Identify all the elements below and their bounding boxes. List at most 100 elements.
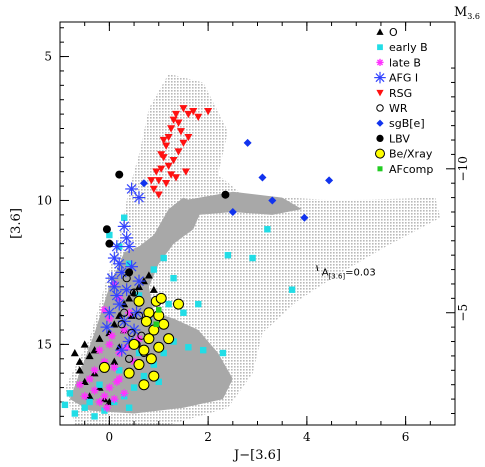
right-tick-label: −5 bbox=[456, 304, 470, 322]
point-lbv bbox=[115, 170, 124, 179]
point-o bbox=[70, 349, 79, 357]
point-early-b bbox=[125, 404, 133, 411]
point-rsg bbox=[167, 171, 176, 179]
cloud-core bbox=[69, 197, 233, 414]
point-late-b bbox=[110, 395, 119, 404]
point-be-xray bbox=[155, 292, 167, 304]
point-o bbox=[85, 351, 94, 360]
point-be-xray bbox=[138, 379, 150, 391]
axis-ticks: 0 2 4 6 5 10 15 −10 −5 bbox=[37, 22, 470, 444]
point-lbv bbox=[221, 190, 230, 199]
point-early-b bbox=[150, 266, 158, 273]
point-be-xray bbox=[128, 338, 140, 350]
legend-marker-o bbox=[376, 28, 384, 35]
point-o bbox=[80, 340, 89, 348]
point-late-b bbox=[105, 340, 114, 349]
legend-label-afcomp: AFcomp bbox=[389, 163, 433, 176]
point-early-b bbox=[150, 361, 158, 368]
point-afg-i bbox=[110, 289, 124, 302]
point-early-b bbox=[86, 398, 93, 406]
point-late-b bbox=[80, 392, 89, 401]
point-afg-i bbox=[117, 219, 131, 233]
point-o bbox=[110, 357, 119, 365]
point-sgb-e bbox=[228, 207, 237, 216]
point-rsg bbox=[154, 191, 163, 199]
point-early-b bbox=[180, 309, 187, 316]
point-late-b bbox=[107, 331, 116, 340]
point-rsg bbox=[157, 151, 166, 159]
legend-marker-lbv bbox=[376, 134, 384, 142]
point-be-xray bbox=[138, 344, 150, 356]
legend-label-afg-i: AFG I bbox=[389, 72, 418, 85]
y-axis-label: [3.6] bbox=[9, 208, 24, 239]
point-rsg bbox=[164, 162, 173, 170]
point-o bbox=[80, 377, 89, 386]
point-afg-i bbox=[105, 271, 119, 285]
point-be-xray bbox=[153, 341, 165, 353]
point-rsg bbox=[194, 113, 203, 121]
legend-label-wr: WR bbox=[389, 102, 408, 115]
point-be-xray bbox=[98, 361, 110, 373]
point-early-b bbox=[81, 404, 88, 411]
point-rsg bbox=[189, 108, 198, 116]
point-early-b bbox=[61, 401, 69, 409]
point-lbv bbox=[102, 225, 111, 234]
x-tick-label: 2 bbox=[204, 430, 212, 444]
point-lbv bbox=[105, 239, 114, 248]
point-rsg bbox=[162, 180, 171, 188]
point-be-xray bbox=[143, 333, 155, 345]
point-late-b bbox=[90, 386, 99, 395]
point-rsg bbox=[164, 133, 173, 142]
point-sgb-e bbox=[139, 179, 148, 188]
point-rsg bbox=[174, 148, 183, 156]
point-late-b bbox=[112, 377, 121, 386]
data-points bbox=[61, 105, 334, 420]
point-sgb-e bbox=[268, 196, 277, 205]
point-o bbox=[149, 285, 158, 293]
legend-marker-early-b bbox=[377, 44, 383, 51]
point-wr bbox=[125, 354, 134, 363]
point-late-b bbox=[102, 403, 111, 412]
point-afg-i bbox=[132, 191, 146, 204]
legend-marker-rsg bbox=[376, 89, 384, 97]
point-early-b bbox=[170, 338, 177, 345]
x-tick-label: 4 bbox=[303, 430, 311, 444]
point-afg-i bbox=[100, 320, 114, 334]
extinction-annotation: A[3.6]=0.03 bbox=[322, 267, 376, 280]
point-o bbox=[125, 294, 134, 302]
right-tick-label: −10 bbox=[456, 156, 470, 181]
point-wr bbox=[117, 320, 126, 329]
point-rsg bbox=[172, 174, 181, 182]
legend-marker-afg-i bbox=[374, 71, 386, 84]
x-tick-label: 0 bbox=[106, 430, 114, 444]
point-rsg bbox=[184, 133, 193, 142]
point-wr bbox=[129, 288, 139, 297]
point-early-b bbox=[288, 286, 296, 293]
point-be-xray bbox=[163, 333, 175, 345]
point-rsg bbox=[169, 156, 178, 165]
point-early-b bbox=[199, 346, 207, 354]
point-rsg bbox=[184, 110, 193, 119]
point-rsg bbox=[149, 185, 158, 193]
point-late-b bbox=[110, 363, 119, 372]
point-rsg bbox=[176, 128, 185, 136]
legend-label-be-xray: Be/Xray bbox=[389, 148, 433, 161]
point-afg-i bbox=[120, 283, 134, 297]
point-early-b bbox=[195, 300, 202, 308]
point-rsg bbox=[159, 136, 168, 145]
point-rsg bbox=[147, 177, 156, 185]
point-early-b bbox=[135, 349, 143, 357]
point-be-xray bbox=[148, 370, 160, 382]
point-early-b bbox=[66, 390, 74, 397]
point-o bbox=[144, 271, 153, 279]
point-be-xray bbox=[140, 315, 152, 327]
point-early-b bbox=[185, 344, 192, 351]
point-sgb-e bbox=[243, 138, 252, 147]
point-o bbox=[85, 392, 94, 400]
background-star-cloud bbox=[64, 73, 441, 426]
legend-marker-late-b bbox=[376, 58, 384, 66]
point-afcomp bbox=[155, 307, 162, 313]
point-be-xray bbox=[133, 295, 145, 307]
point-early-b bbox=[160, 254, 167, 262]
